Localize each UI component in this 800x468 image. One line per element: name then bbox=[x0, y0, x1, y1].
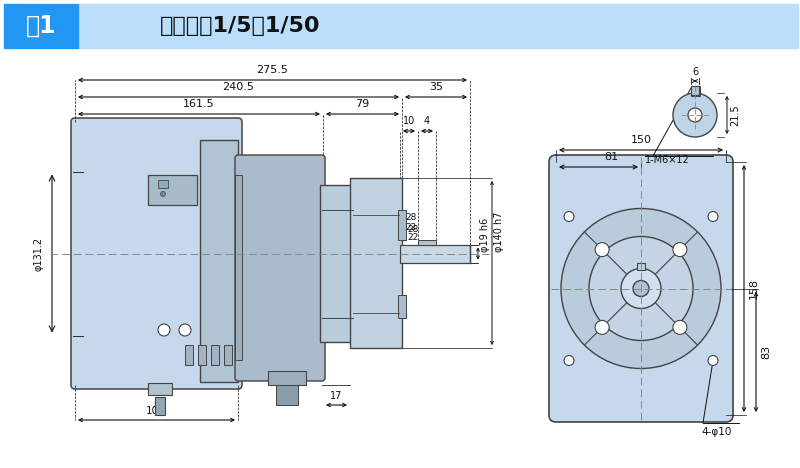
Text: 減速比　1/5～1/50: 減速比 1/5～1/50 bbox=[160, 16, 320, 36]
Text: 28: 28 bbox=[405, 213, 416, 222]
Circle shape bbox=[708, 356, 718, 366]
Text: 79: 79 bbox=[355, 99, 370, 109]
Text: 17: 17 bbox=[629, 312, 643, 325]
Circle shape bbox=[673, 242, 687, 256]
Text: 図1: 図1 bbox=[26, 14, 56, 38]
Circle shape bbox=[595, 242, 609, 256]
Text: 4: 4 bbox=[424, 116, 430, 126]
Circle shape bbox=[564, 356, 574, 366]
Circle shape bbox=[561, 209, 721, 368]
Bar bbox=[320, 185, 355, 342]
FancyBboxPatch shape bbox=[71, 118, 242, 389]
Text: 21.5: 21.5 bbox=[730, 104, 740, 126]
Text: φ19 h6: φ19 h6 bbox=[480, 217, 490, 251]
Bar bbox=[148, 383, 172, 395]
FancyBboxPatch shape bbox=[235, 155, 325, 381]
Bar bbox=[268, 371, 306, 385]
Text: 28: 28 bbox=[407, 226, 418, 234]
Bar bbox=[78, 4, 798, 48]
FancyBboxPatch shape bbox=[549, 155, 733, 422]
Bar bbox=[690, 86, 699, 95]
Bar bbox=[418, 240, 436, 244]
Bar bbox=[350, 178, 402, 348]
Text: 161.5: 161.5 bbox=[183, 99, 215, 109]
Bar bbox=[398, 295, 406, 318]
Bar bbox=[691, 86, 699, 95]
Text: 100: 100 bbox=[146, 406, 166, 416]
Bar bbox=[148, 175, 197, 205]
Bar bbox=[4, 4, 78, 48]
Text: 4-φ10: 4-φ10 bbox=[701, 427, 731, 437]
Bar bbox=[0, 48, 800, 468]
Circle shape bbox=[564, 212, 574, 221]
Circle shape bbox=[158, 324, 170, 336]
Text: 17: 17 bbox=[330, 391, 342, 401]
Circle shape bbox=[633, 280, 649, 297]
Text: 150: 150 bbox=[630, 135, 651, 145]
Circle shape bbox=[595, 321, 609, 335]
Bar bbox=[398, 210, 406, 240]
Bar bbox=[235, 175, 242, 360]
Text: 81: 81 bbox=[604, 152, 618, 162]
Circle shape bbox=[621, 269, 661, 308]
Text: 22: 22 bbox=[405, 224, 416, 233]
Circle shape bbox=[688, 108, 702, 122]
Circle shape bbox=[673, 93, 717, 137]
Bar bbox=[400, 244, 470, 263]
Bar bbox=[276, 385, 298, 405]
Text: 16: 16 bbox=[616, 243, 630, 257]
Circle shape bbox=[589, 236, 693, 341]
Bar bbox=[198, 345, 206, 365]
Circle shape bbox=[161, 191, 166, 197]
Text: 35: 35 bbox=[429, 82, 443, 92]
Text: 22: 22 bbox=[407, 234, 418, 242]
Text: φ131.2: φ131.2 bbox=[33, 236, 43, 271]
Bar bbox=[155, 397, 165, 415]
Bar bbox=[185, 345, 193, 365]
Text: 6: 6 bbox=[692, 67, 698, 77]
Text: 158: 158 bbox=[749, 278, 759, 299]
Circle shape bbox=[673, 321, 687, 335]
Bar bbox=[224, 345, 232, 365]
Bar bbox=[158, 180, 168, 188]
Text: 275.5: 275.5 bbox=[257, 65, 289, 75]
Circle shape bbox=[179, 324, 191, 336]
Text: φ140 h7: φ140 h7 bbox=[494, 211, 504, 251]
Bar bbox=[211, 345, 219, 365]
Text: 1-M6×12: 1-M6×12 bbox=[645, 155, 690, 165]
Text: 83: 83 bbox=[761, 345, 771, 359]
Bar bbox=[200, 140, 238, 382]
Bar bbox=[637, 263, 645, 270]
Text: 10: 10 bbox=[403, 116, 415, 126]
Circle shape bbox=[708, 212, 718, 221]
Text: 240.5: 240.5 bbox=[222, 82, 254, 92]
